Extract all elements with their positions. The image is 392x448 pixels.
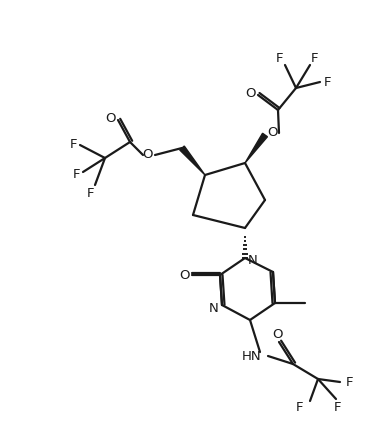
Text: N: N (209, 302, 219, 314)
Text: O: O (273, 327, 283, 340)
Text: O: O (180, 268, 190, 281)
Text: F: F (311, 52, 319, 65)
Text: F: F (346, 375, 354, 388)
Text: O: O (246, 86, 256, 99)
Text: N: N (248, 254, 258, 267)
Text: F: F (296, 401, 304, 414)
Polygon shape (180, 146, 205, 175)
Text: O: O (106, 112, 116, 125)
Text: F: F (324, 76, 332, 89)
Text: F: F (73, 168, 81, 181)
Text: HN: HN (242, 349, 262, 362)
Polygon shape (245, 133, 267, 163)
Text: O: O (268, 125, 278, 138)
Text: F: F (70, 138, 78, 151)
Text: F: F (334, 401, 342, 414)
Text: F: F (87, 186, 95, 199)
Text: F: F (276, 52, 284, 65)
Text: O: O (143, 147, 153, 160)
